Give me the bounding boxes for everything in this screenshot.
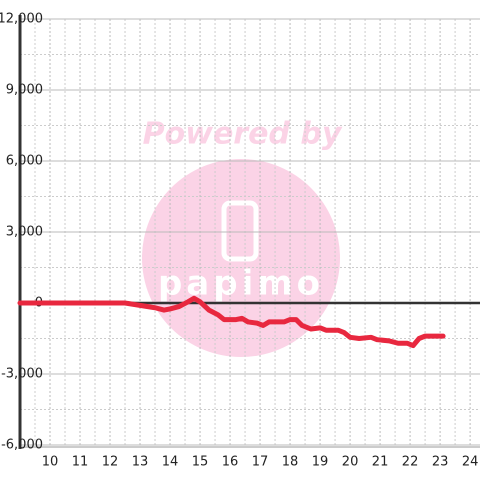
x-tick-label: 24 xyxy=(462,455,479,470)
watermark-logo: papimo xyxy=(158,264,324,304)
x-tick-label: 23 xyxy=(432,455,449,470)
y-tick-label: -3,000 xyxy=(1,367,43,382)
y-tick-label: -6,000 xyxy=(1,438,43,453)
y-tick-label: 12,000 xyxy=(0,12,43,27)
x-tick-label: 18 xyxy=(282,455,299,470)
x-tick-label: 10 xyxy=(42,455,59,470)
data-line xyxy=(17,295,446,349)
watermark-icon xyxy=(221,200,259,262)
x-tick-label: 17 xyxy=(252,455,269,470)
x-tick-label: 20 xyxy=(342,455,359,470)
x-tick-label: 21 xyxy=(372,455,389,470)
y-tick-label: 9,000 xyxy=(6,83,43,98)
y-tick-label: 3,000 xyxy=(6,225,43,240)
x-tick-label: 16 xyxy=(222,455,239,470)
x-tick-label: 15 xyxy=(192,455,209,470)
x-tick-label: 14 xyxy=(162,455,179,470)
x-tick-label: 12 xyxy=(102,455,119,470)
x-tick-label: 22 xyxy=(402,455,419,470)
x-tick-label: 13 xyxy=(132,455,149,470)
watermark-text: Powered by xyxy=(143,117,343,152)
x-tick-label: 11 xyxy=(72,455,89,470)
y-tick-label: 6,000 xyxy=(6,154,43,169)
x-tick-label: 19 xyxy=(312,455,329,470)
